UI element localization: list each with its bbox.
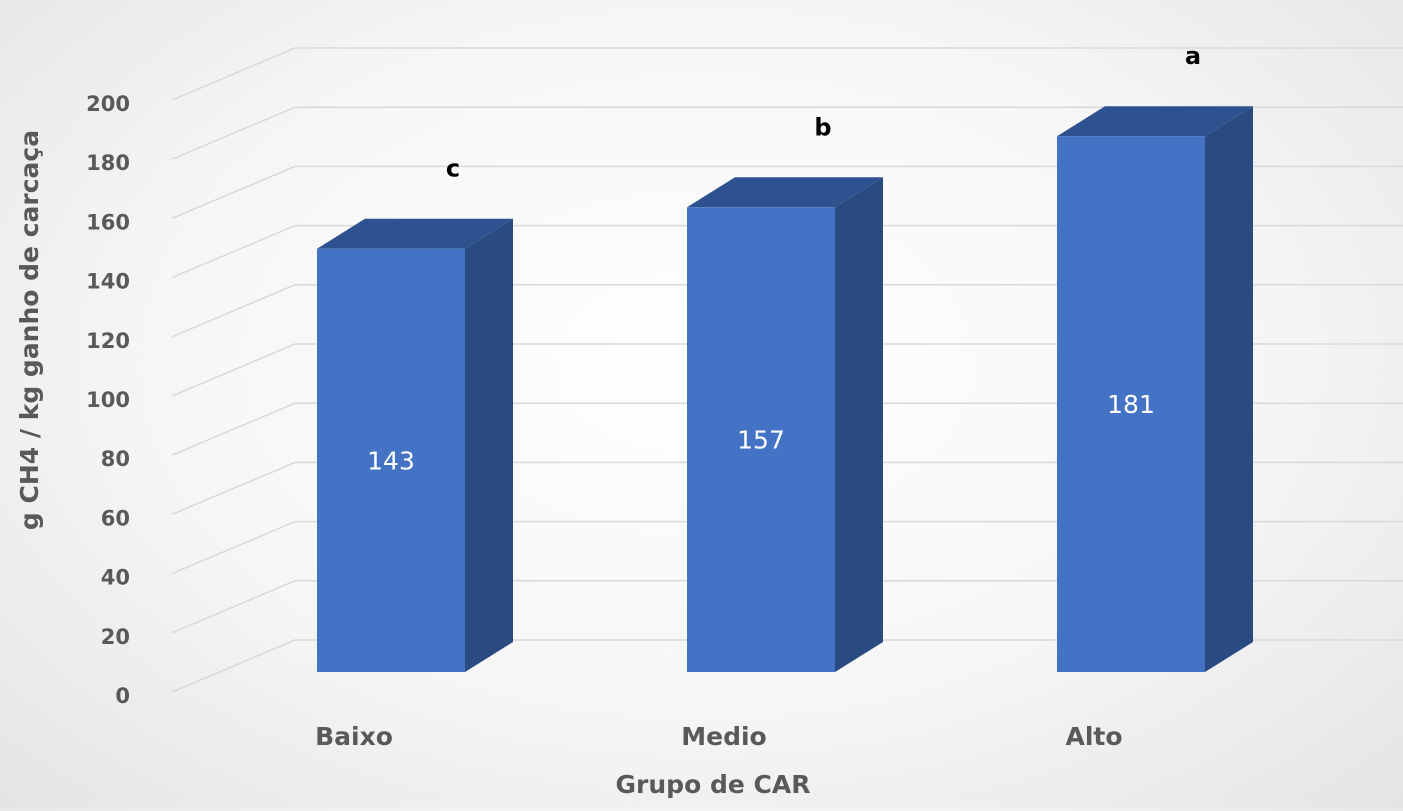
- x-tick-label: Baixo: [315, 722, 393, 751]
- bar-front: [1057, 136, 1205, 673]
- bar-front: [687, 207, 835, 672]
- gridline: [171, 580, 1403, 634]
- significance-letter: b: [814, 113, 831, 141]
- y-tick-label: 180: [86, 151, 130, 175]
- bar-side: [1205, 106, 1253, 673]
- gridlines: [171, 47, 1403, 693]
- y-tick-label: 40: [101, 566, 130, 590]
- gridline: [171, 461, 1403, 516]
- y-tick-label: 160: [86, 210, 130, 234]
- gridline: [171, 106, 1403, 160]
- y-tick-label: 0: [115, 684, 130, 708]
- y-tick-label: 20: [101, 625, 130, 649]
- x-tick-label: Alto: [1065, 722, 1122, 751]
- gridline: [171, 224, 1403, 279]
- bar-top: [317, 218, 513, 249]
- y-tick-label: 120: [86, 329, 130, 353]
- data-label: 181: [1107, 390, 1155, 419]
- gridline: [171, 165, 1403, 220]
- x-axis-ticks: Baixo Medio Alto: [315, 722, 1122, 751]
- bar-top: [1057, 106, 1253, 137]
- bar-top: [687, 177, 883, 208]
- gridline: [171, 343, 1403, 397]
- bar-side: [835, 177, 883, 672]
- bar-alto: 181 a: [1057, 42, 1253, 673]
- y-tick-label: 140: [86, 270, 130, 294]
- x-axis-title: Grupo de CAR: [616, 770, 811, 799]
- bars: 143 c 157 b 181 a: [317, 42, 1253, 673]
- bar-front: [317, 248, 465, 672]
- y-tick-label: 100: [86, 388, 130, 412]
- y-tick-label: 60: [101, 506, 130, 530]
- y-axis-ticks: 0 20 40 60 80 100 120 140 160 180 200: [86, 92, 130, 708]
- y-tick-label: 80: [101, 447, 130, 471]
- y-tick-label: 200: [86, 92, 130, 116]
- significance-letter: a: [1185, 42, 1201, 70]
- gridline: [171, 47, 1403, 101]
- gridline: [171, 639, 1403, 693]
- gridline: [171, 402, 1403, 456]
- x-tick-label: Medio: [681, 722, 766, 751]
- gridline: [171, 520, 1403, 575]
- gridline: [171, 284, 1403, 338]
- bar-baixo: 143 c: [317, 155, 513, 672]
- y-axis-title: g CH4 / kg ganho de carcaça: [15, 130, 44, 530]
- data-label: 157: [737, 426, 785, 455]
- bar-side: [465, 218, 513, 672]
- bar-medio: 157 b: [687, 113, 883, 672]
- significance-letter: c: [446, 155, 460, 183]
- data-label: 143: [367, 446, 415, 475]
